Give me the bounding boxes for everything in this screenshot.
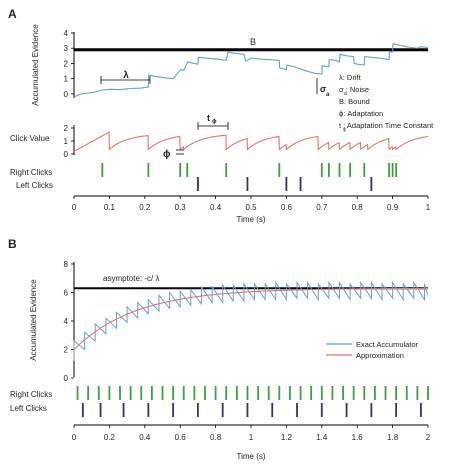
panel-b-y-tick-label: 6 (64, 289, 69, 298)
panel-b-x-ticks: 0 0.2 0.4 0.6 0.8 1 1.2 1.4 1.6 1.8 2 (72, 425, 431, 442)
panel-b-x-tick-label: 2 (426, 433, 431, 442)
legend-approx-label: Approximation (356, 351, 404, 360)
panel-b-right-clicks-label: Right Clicks (10, 390, 52, 399)
legend-adaptation: ϕ: Adaptation (339, 109, 383, 118)
bound-label: B (250, 37, 256, 47)
panel-a-x-tick-label: 0.4 (210, 203, 222, 212)
panel-a-x-tick-label: 0.3 (175, 203, 187, 212)
panel-b: B Accumulated Evidence 0 2 4 6 8 asymptote: … (8, 237, 431, 461)
sigma-symbol: σ (320, 84, 326, 94)
phi-annotation: ϕ (163, 149, 184, 160)
panel-b-y-tick-label: 0 (64, 374, 69, 383)
panel-a-x-ticks: 0 0.1 0.2 0.3 0.4 0.5 0.6 0.7 0.8 0.9 1 (72, 196, 431, 212)
panel-a-x-tick-label: 1 (426, 203, 431, 212)
panel-a-xlabel: Time (s) (236, 215, 265, 224)
t-phi-subscript: ϕ (212, 119, 217, 125)
panel-b-y-tick-label: 2 (64, 346, 69, 355)
click-value-tick-label: 1 (64, 137, 69, 146)
panel-b-x-tick-label: 1.4 (316, 433, 328, 442)
legend-bound: B: Bound (339, 97, 370, 106)
sigma-annotation: σ a (316, 78, 330, 98)
asymptote-label: asymptote: -c/ λ (103, 274, 159, 283)
panel-a-y-tick-label: 4 (64, 29, 69, 38)
panel-a-left-clicks (196, 177, 373, 191)
panel-b-left-clicks (81, 403, 422, 417)
panel-a-y-tick-label: 1 (64, 75, 69, 84)
click-value-tick-label: 2 (64, 124, 69, 133)
panel-a-x-tick-label: 0.6 (281, 203, 293, 212)
legend-drift: λ: Drift (339, 73, 362, 82)
panel-b-x-tick-label: 0 (72, 433, 77, 442)
sigma-subscript: a (326, 92, 330, 98)
panel-b-y-tick-label: 8 (64, 260, 69, 269)
lambda-symbol: λ (123, 70, 129, 81)
panel-b-x-tick-label: 0.6 (175, 433, 187, 442)
left-clicks-label: Left Clicks (16, 181, 53, 190)
legend-noise: σ : Noise (339, 85, 369, 94)
accumulator-trace (73, 43, 429, 98)
legend-noise-sub: a (344, 91, 347, 97)
legend-exact-label: Exact Accumulator (356, 340, 419, 349)
legend-time-constant-sub: ϕ (343, 127, 346, 133)
panel-a-x-tick-label: 0.8 (352, 203, 364, 212)
panel-b-right-clicks (76, 386, 429, 400)
panel-b-ylabel: Accumulated Evidence (29, 279, 38, 361)
panel-b-x-tick-label: 0.8 (210, 433, 222, 442)
click-value-tick-label: 0 (64, 150, 69, 159)
panel-a: A Accumulated Evidence 0 1 2 3 4 B λ σ a λ: … (8, 7, 434, 224)
t-phi-symbol: t (207, 113, 210, 123)
panel-a-legend: λ: Drift σ : Noise a B: Bound ϕ: Adaptat… (339, 73, 434, 133)
panel-a-y-tick-label: 2 (64, 59, 69, 68)
panel-b-x-tick-label: 1.6 (352, 433, 364, 442)
click-value-label: Click Value (10, 134, 50, 143)
panel-b-x-tick-label: 0.4 (139, 433, 151, 442)
approximation-trace (73, 287, 428, 350)
panel-a-ylabel: Accumulated Evidence (31, 24, 40, 106)
panel-a-letter: A (8, 7, 17, 21)
panel-b-x-tick-label: 0.2 (104, 433, 116, 442)
panel-b-y-ticks: 0 2 4 6 8 (64, 260, 74, 383)
click-value-trace (73, 131, 429, 152)
panel-b-letter: B (8, 237, 17, 251)
panel-a-x-tick-label: 0.5 (245, 203, 257, 212)
lambda-annotation: λ (100, 70, 151, 84)
panel-b-xlabel: Time (s) (236, 452, 265, 461)
panel-a-x-tick-label: 0.7 (316, 203, 328, 212)
panel-b-left-clicks-label: Left Clicks (10, 404, 47, 413)
panel-a-y-tick-label: 0 (64, 90, 69, 99)
panel-b-y-tick-label: 4 (64, 317, 69, 326)
panel-a-x-tick-label: 0.1 (104, 203, 116, 212)
legend-time-constant: t : Adaptation Time Constant (339, 121, 434, 130)
exact-accumulator-trace (73, 280, 429, 361)
panel-a-x-tick-label: 0.2 (139, 203, 151, 212)
panel-a-x-tick-label: 0 (72, 203, 77, 212)
panel-b-legend: Exact Accumulator Approximation (326, 340, 419, 360)
panel-a-x-tick-label: 0.9 (387, 203, 399, 212)
phi-symbol: ϕ (163, 149, 171, 160)
right-clicks-label: Right Clicks (10, 168, 52, 177)
click-value-ticks: 0 1 2 (64, 124, 74, 159)
panel-a-right-clicks (101, 163, 398, 177)
panel-b-x-tick-label: 1.8 (387, 433, 399, 442)
panel-b-x-tick-label: 1 (249, 433, 254, 442)
t-phi-annotation: t ϕ (197, 113, 229, 130)
panel-a-y-ticks: 0 1 2 3 4 (64, 29, 74, 99)
panel-a-y-tick-label: 3 (64, 44, 69, 53)
panel-b-x-tick-label: 1.2 (281, 433, 293, 442)
